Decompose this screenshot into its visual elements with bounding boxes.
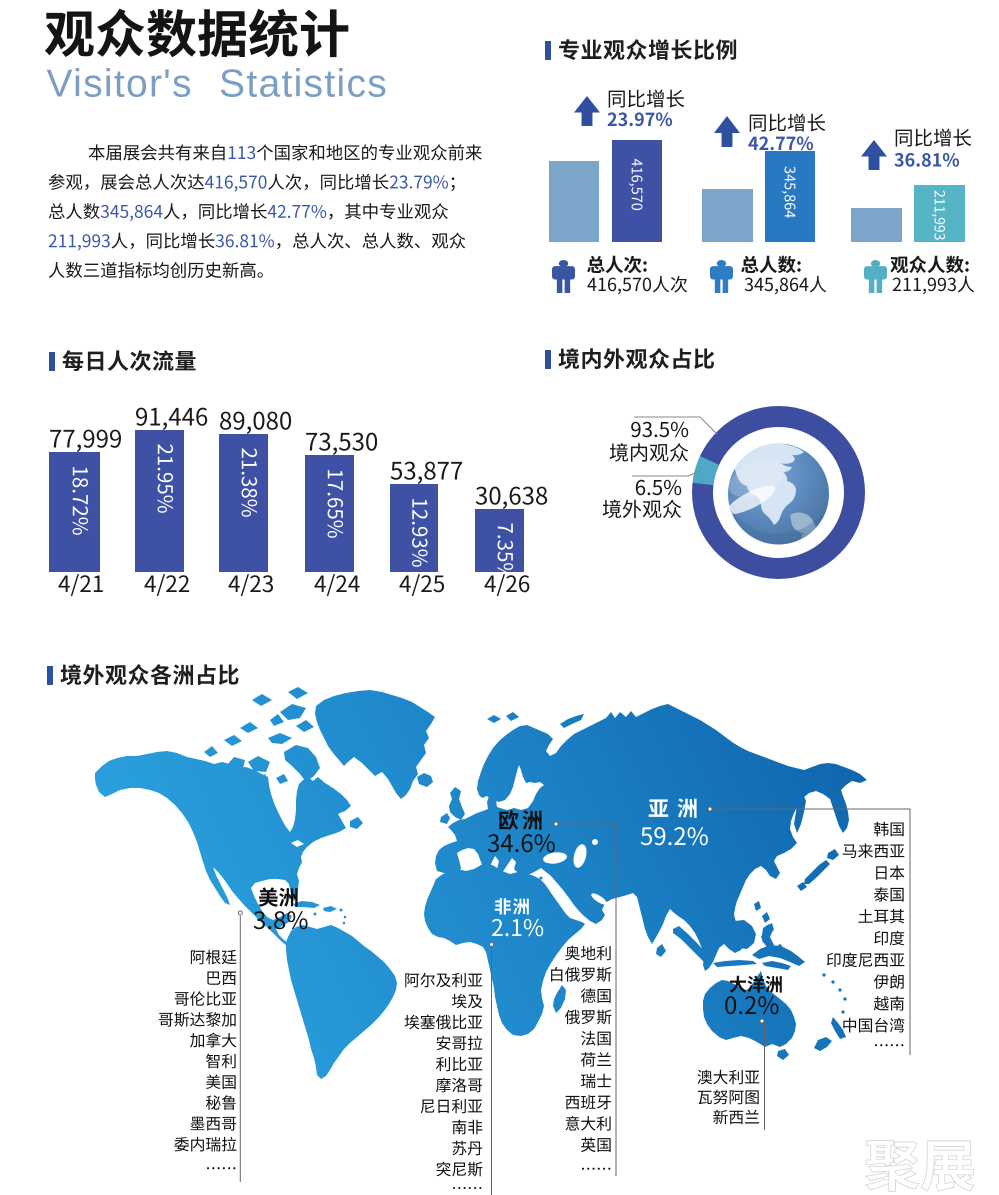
svg-text:Visitor's: Visitor's [47,63,193,106]
svg-text:Statistics: Statistics [219,63,388,106]
